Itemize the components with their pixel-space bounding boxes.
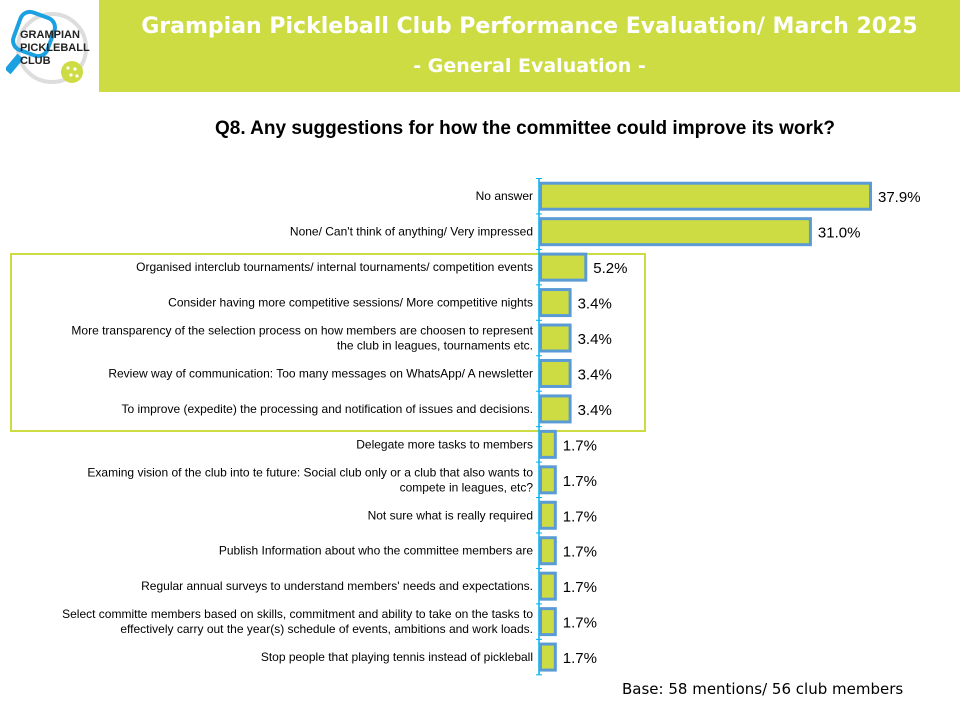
data-label: 1.7% <box>563 473 597 490</box>
data-label: 1.7% <box>563 508 597 525</box>
category-label: Select committe members based on skills,… <box>62 607 533 621</box>
category-label: Review way of communication: Too many me… <box>108 366 533 380</box>
bar <box>539 571 557 601</box>
data-label: 1.7% <box>563 579 597 596</box>
category-label: No answer <box>476 189 533 203</box>
category-label: the club in leagues, tournaments etc. <box>337 339 533 353</box>
svg-text:GRAMPIAN: GRAMPIAN <box>20 29 80 41</box>
header-banner: Grampian Pickleball Club Performance Eva… <box>99 0 960 92</box>
bar <box>539 217 812 247</box>
data-label: 3.4% <box>578 296 612 313</box>
page-title: Grampian Pickleball Club Performance Eva… <box>141 14 918 39</box>
data-label: 31.0% <box>818 225 861 242</box>
chart-title: Q8. Any suggestions for how the committe… <box>214 118 836 139</box>
category-label: effectively carry out the year(s) schedu… <box>120 622 533 636</box>
category-label: More transparency of the selection proce… <box>71 324 533 338</box>
data-label: 3.4% <box>578 366 612 383</box>
bar <box>539 607 557 637</box>
data-label: 5.2% <box>593 260 627 277</box>
bar <box>539 465 557 495</box>
bar <box>539 500 557 530</box>
bar <box>539 288 572 318</box>
category-label: Stop people that playing tennis instead … <box>261 650 533 664</box>
bar <box>539 358 572 388</box>
category-label: Not sure what is really required <box>368 508 533 522</box>
category-label: None/ Can't think of anything/ Very impr… <box>290 225 533 239</box>
category-label: Regular annual surveys to understand mem… <box>141 579 533 593</box>
data-label: 1.7% <box>563 544 597 561</box>
bar <box>539 394 572 424</box>
category-label: compete in leagues, etc? <box>400 480 534 494</box>
base-footnote: Base: 58 mentions/ 56 club members <box>622 680 904 698</box>
bar <box>539 323 572 353</box>
bar <box>539 252 588 282</box>
data-label: 3.4% <box>578 402 612 419</box>
data-label: 3.4% <box>578 331 612 348</box>
data-label: 1.7% <box>563 437 597 454</box>
data-label: 1.7% <box>563 650 597 667</box>
highlight-box <box>10 253 646 432</box>
svg-text:PICKLEBALL: PICKLEBALL <box>20 42 90 54</box>
page-subtitle: - General Evaluation - <box>413 55 646 77</box>
category-label: Consider having more competitive session… <box>168 296 533 310</box>
bar <box>539 181 872 211</box>
category-label: Organised interclub tournaments/ interna… <box>136 260 533 274</box>
category-label: Examing vision of the club into te futur… <box>87 465 533 479</box>
category-label: To improve (expedite) the processing and… <box>121 402 533 416</box>
club-logo: GRAMPIAN PICKLEBALL CLUB <box>6 9 90 84</box>
bar <box>539 536 557 566</box>
category-label: Delegate more tasks to members <box>356 437 533 451</box>
data-label: 37.9% <box>878 189 921 206</box>
category-label: Publish Information about who the commit… <box>219 544 533 558</box>
bar <box>539 429 557 459</box>
bar <box>539 642 557 672</box>
svg-text:CLUB: CLUB <box>20 55 51 67</box>
data-label: 1.7% <box>563 615 597 632</box>
